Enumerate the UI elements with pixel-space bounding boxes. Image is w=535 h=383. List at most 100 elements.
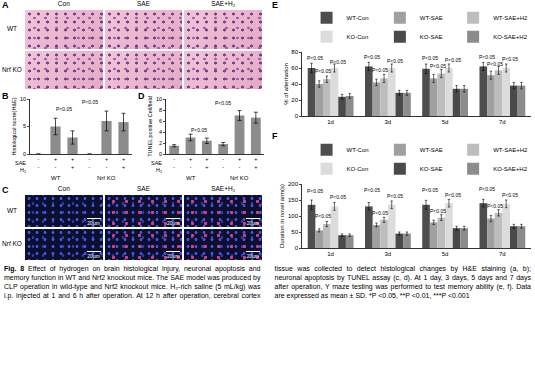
svg-text:60: 60 [291,65,298,71]
svg-text:80: 80 [291,49,298,55]
svg-text:0: 0 [295,113,299,119]
svg-text:P<0.05: P<0.05 [215,100,231,106]
svg-text:Histological score(H&E): Histological score(H&E) [11,97,17,155]
svg-text:P<0.05: P<0.05 [364,187,380,193]
svg-text:WT-Con: WT-Con [347,15,369,21]
svg-text:P<0.05: P<0.05 [502,56,518,62]
svg-text:KO-Con: KO-Con [347,34,369,40]
svg-text:0: 0 [159,151,162,157]
svg-text:WT-SAE: WT-SAE [420,147,443,153]
svg-text:Nrf KO: Nrf KO [230,175,249,181]
svg-text:++: ++ [205,156,208,169]
svg-text:--: -- [173,156,175,169]
svg-text:5: 5 [23,123,26,129]
svg-text:P<0.05: P<0.05 [330,59,346,65]
svg-text:P<0.05: P<0.05 [445,192,461,198]
svg-text:--: -- [89,156,91,169]
svg-text:P<0.05: P<0.05 [479,54,495,60]
svg-text:+-: +- [54,156,57,169]
html-text:SAE+H₂: SAE+H₂ [211,0,236,7]
svg-text:1d: 1d [327,251,334,257]
svg-text:Nrf KO: Nrf KO [97,175,116,181]
svg-text:KO-Con: KO-Con [347,166,369,172]
html-text:WT: WT [6,25,17,33]
svg-text:P<0.05: P<0.05 [422,187,438,193]
svg-text:5d: 5d [442,251,449,257]
svg-text:P<0.05: P<0.05 [422,55,438,61]
svg-text:++: ++ [71,156,74,169]
svg-text:P<0.05: P<0.05 [364,54,380,60]
html-text:Fig. 8 Effect of hydrogen on b: Fig. 8 Effect of hydrogen on brain histo… [4,265,531,299]
html-text:Nrf KO: Nrf KO [2,65,22,73]
svg-text:3d: 3d [385,119,392,125]
svg-text:P<0.05: P<0.05 [387,193,403,199]
svg-text:6: 6 [159,118,162,124]
svg-text:KO-SAE: KO-SAE [420,166,443,172]
svg-text:WT: WT [51,175,61,181]
svg-text:P<0.05: P<0.05 [430,63,446,69]
svg-text:0: 0 [23,151,26,157]
svg-text:KO-SAE+H2: KO-SAE+H2 [493,34,528,40]
svg-text:SAEH₂: SAEH₂ [151,160,162,173]
svg-text:P<0.05: P<0.05 [56,106,72,112]
svg-text:5d: 5d [442,119,449,125]
svg-text:P<0.05: P<0.05 [430,208,446,214]
svg-text:50: 50 [291,229,298,235]
html-text:SAE: SAE [137,0,150,7]
svg-text:100: 100 [288,213,299,219]
svg-text:10: 10 [156,96,162,102]
svg-text:--: -- [38,156,40,169]
svg-text:WT: WT [186,175,196,181]
html-text:Con: Con [57,0,70,7]
svg-text:+-: +- [238,156,241,169]
html-text:D: D [138,91,145,101]
svg-text:WT-SAE+H2: WT-SAE+H2 [493,147,528,153]
html-text:WT: WT [6,206,17,214]
svg-text:P<0.05: P<0.05 [330,194,346,200]
svg-text:P<0.05: P<0.05 [82,99,98,105]
svg-text:7d: 7d [499,251,506,257]
svg-text:++: ++ [122,156,125,169]
svg-text:Duration in novel arm(s): Duration in novel arm(s) [279,184,285,248]
html-text:Nrf KO: Nrf KO [2,240,22,248]
svg-text:P<0.05: P<0.05 [372,210,388,216]
svg-text:P<0.05: P<0.05 [387,58,403,64]
svg-text:20: 20 [291,97,298,103]
svg-text:4: 4 [159,129,162,135]
svg-text:0: 0 [295,245,299,251]
svg-text:200: 200 [288,181,299,187]
svg-text:P<0.05: P<0.05 [372,67,388,73]
svg-text:2: 2 [159,140,162,146]
svg-text:40: 40 [291,81,298,87]
svg-text:P<0.05: P<0.05 [479,186,495,192]
svg-text:SAEH₂: SAEH₂ [15,160,26,173]
svg-text:150: 150 [288,197,299,203]
svg-text:--: -- [222,156,224,169]
svg-text:+-: +- [189,156,192,169]
svg-text:10: 10 [20,96,26,102]
svg-text:P<0.05: P<0.05 [315,68,331,74]
svg-text:P<0.05: P<0.05 [191,127,207,133]
html-text:B: B [2,91,9,101]
svg-text:WT-SAE+H2: WT-SAE+H2 [493,15,528,21]
svg-text:+-: +- [105,156,108,169]
svg-text:P<0.05: P<0.05 [502,192,518,198]
svg-text:WT-SAE: WT-SAE [420,15,443,21]
svg-text:KO-SAE: KO-SAE [420,34,443,40]
html-text:A: A [2,0,9,10]
svg-text:P<0.05: P<0.05 [445,57,461,63]
svg-text:P<0.05: P<0.05 [307,55,323,61]
svg-text:P<0.05: P<0.05 [307,188,323,194]
svg-text:8: 8 [159,107,162,113]
svg-text:7d: 7d [499,119,506,125]
svg-text:KO-SAE+H2: KO-SAE+H2 [493,166,528,172]
svg-text:P<0.05: P<0.05 [487,203,503,209]
svg-text:P<0.05: P<0.05 [487,61,503,67]
svg-text:3d: 3d [385,251,392,257]
svg-text:TUNEL positive Cell/field: TUNEL positive Cell/field [147,96,153,157]
svg-text:P<0.05: P<0.05 [315,213,331,219]
svg-text:WT-Con: WT-Con [347,147,369,153]
svg-text:1d: 1d [327,119,334,125]
svg-text:% of alternation: % of alternation [283,63,289,105]
svg-text:++: ++ [254,156,257,169]
